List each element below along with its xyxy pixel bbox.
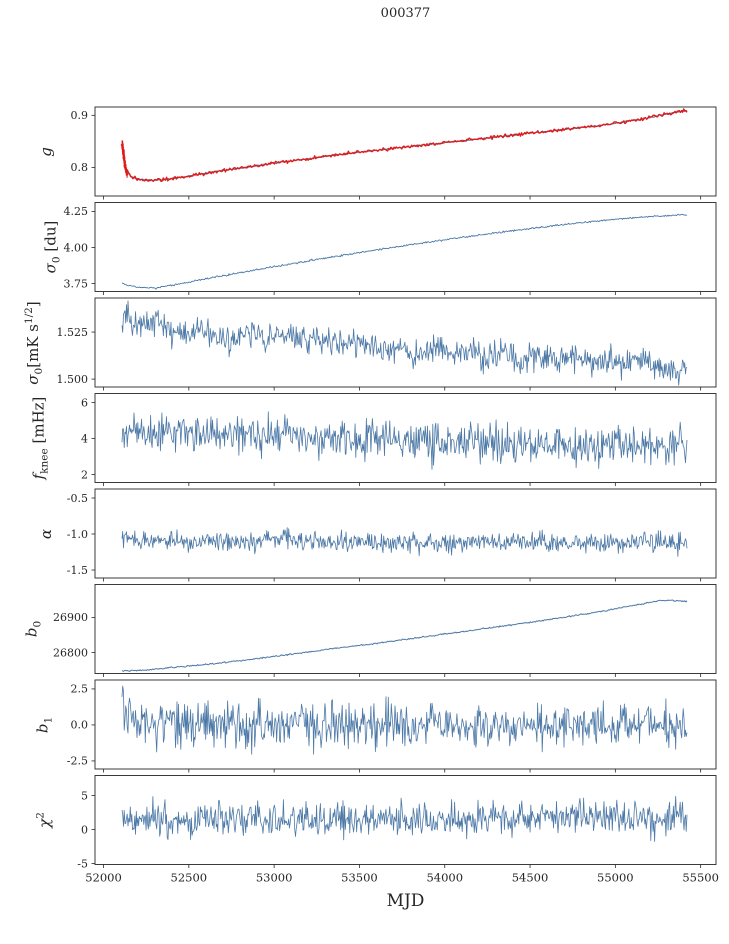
x-ticks: 52000 52500 53000 53500 54000 54500 55000 55500	[85, 864, 719, 885]
panel-g-series	[120, 108, 688, 183]
y-ticks: 3.75 4.00 4.25	[64, 205, 95, 290]
panel-frame	[94, 106, 717, 197]
y-tick-label: 4	[81, 432, 88, 445]
panel-frame	[94, 202, 717, 292]
y-ticks: -5 0 5	[77, 789, 95, 870]
x-ticks	[103, 578, 702, 582]
x-axis-label: MJD	[386, 891, 425, 911]
y-ticks: 1.500 1.525	[57, 326, 95, 386]
series-gain-data	[121, 108, 688, 183]
panel-frame	[94, 679, 717, 770]
y-tick-label: 4.00	[64, 241, 89, 254]
y-ticks: 26800 26900	[53, 611, 95, 659]
x-ticks	[103, 387, 702, 391]
y-axis-label-alpha: α	[37, 528, 55, 539]
panel-sigma0-mk: 1.500 1.525	[57, 297, 717, 391]
y-tick-label: 0.0	[71, 719, 89, 732]
x-ticks	[103, 291, 702, 295]
panel-sigma0-mk-series	[121, 300, 688, 386]
y-axis-label-chi2: χ2	[34, 812, 54, 828]
x-tick-label: 54000	[426, 871, 463, 885]
panel-chi2-series	[121, 795, 688, 842]
y-tick-label: 4.25	[64, 205, 89, 218]
errorbars-gain-data	[120, 140, 129, 178]
x-tick-label: 53500	[341, 871, 378, 885]
panel-frame	[94, 297, 717, 388]
y-tick-label: 1.525	[57, 326, 89, 339]
y-ticks: -1.5 -1.0 -0.5	[67, 492, 95, 577]
y-axis-label-fknee: fknee [mHz]	[29, 396, 51, 480]
y-axis-label-b1: b1	[33, 716, 55, 733]
panel-sigma0-du-series	[121, 213, 688, 290]
panel-g: 0.8 0.9	[71, 106, 717, 200]
figure-title: 000377	[380, 6, 431, 21]
panel-b0: 26800 26900	[53, 584, 717, 677]
panel-sigma0-du: 3.75 4.00 4.25	[64, 202, 717, 295]
y-axis-label-sigma0-mk: σ0[mK s1/2]	[23, 300, 45, 385]
panel-fknee-series	[121, 411, 688, 470]
y-tick-label: 26900	[53, 611, 88, 624]
series-sigma0-du	[121, 213, 688, 290]
y-tick-label: 5	[81, 789, 88, 802]
panel-alpha-series	[121, 527, 688, 557]
y-tick-label: 3.75	[64, 277, 89, 290]
y-tick-label: -1.5	[67, 564, 88, 577]
panel-b1-series	[121, 685, 688, 755]
series-b1	[121, 685, 688, 755]
x-ticks	[103, 673, 702, 677]
y-ticks: 2 4 6	[81, 396, 95, 481]
x-tick-label: 55500	[682, 871, 719, 885]
panel-fknee: 2 4 6	[81, 393, 717, 486]
panel-b0-series	[121, 599, 688, 672]
series-chi2	[121, 795, 688, 842]
y-tick-label: -2.5	[67, 755, 88, 768]
y-ticks: -2.5 0.0 2.5	[67, 683, 95, 768]
panel-frame	[94, 584, 717, 674]
series-sigma0-mk	[121, 300, 688, 386]
y-tick-label: -0.5	[67, 492, 88, 505]
panel-alpha: -1.5 -1.0 -0.5	[67, 488, 717, 582]
y-tick-label: 26800	[53, 646, 88, 659]
y-tick-label: 6	[81, 396, 88, 409]
y-tick-label: 2.5	[71, 683, 89, 696]
panel-frame	[94, 775, 717, 865]
series-b0	[121, 599, 688, 672]
x-tick-label: 54500	[512, 871, 549, 885]
x-tick-label: 53000	[256, 871, 293, 885]
x-tick-label: 55000	[597, 871, 634, 885]
x-ticks	[103, 196, 702, 200]
x-ticks	[103, 769, 702, 773]
x-tick-label: 52500	[171, 871, 208, 885]
series-gain-fit	[121, 109, 688, 182]
y-tick-label: -1.0	[67, 528, 88, 541]
y-axis-label-sigma0-du: σ0 [du]	[41, 220, 63, 274]
y-tick-label: -5	[77, 857, 88, 870]
y-tick-label: 1.500	[57, 373, 89, 386]
series-fknee	[121, 411, 688, 470]
y-tick-label: 2	[81, 468, 88, 481]
y-tick-label: 0	[81, 823, 88, 836]
x-ticks	[103, 482, 702, 486]
x-tick-label: 52000	[85, 871, 122, 885]
y-tick-label: 0.9	[71, 109, 89, 122]
panel-frame	[94, 393, 717, 483]
y-ticks: 0.8 0.9	[71, 109, 95, 174]
y-axis-label-g: g	[37, 146, 55, 157]
panel-frame	[94, 488, 717, 579]
y-tick-label: 0.8	[71, 161, 89, 174]
series-alpha	[121, 527, 688, 557]
panel-b1: -2.5 0.0 2.5	[67, 679, 717, 773]
y-axis-label-b0: b0	[22, 620, 44, 638]
